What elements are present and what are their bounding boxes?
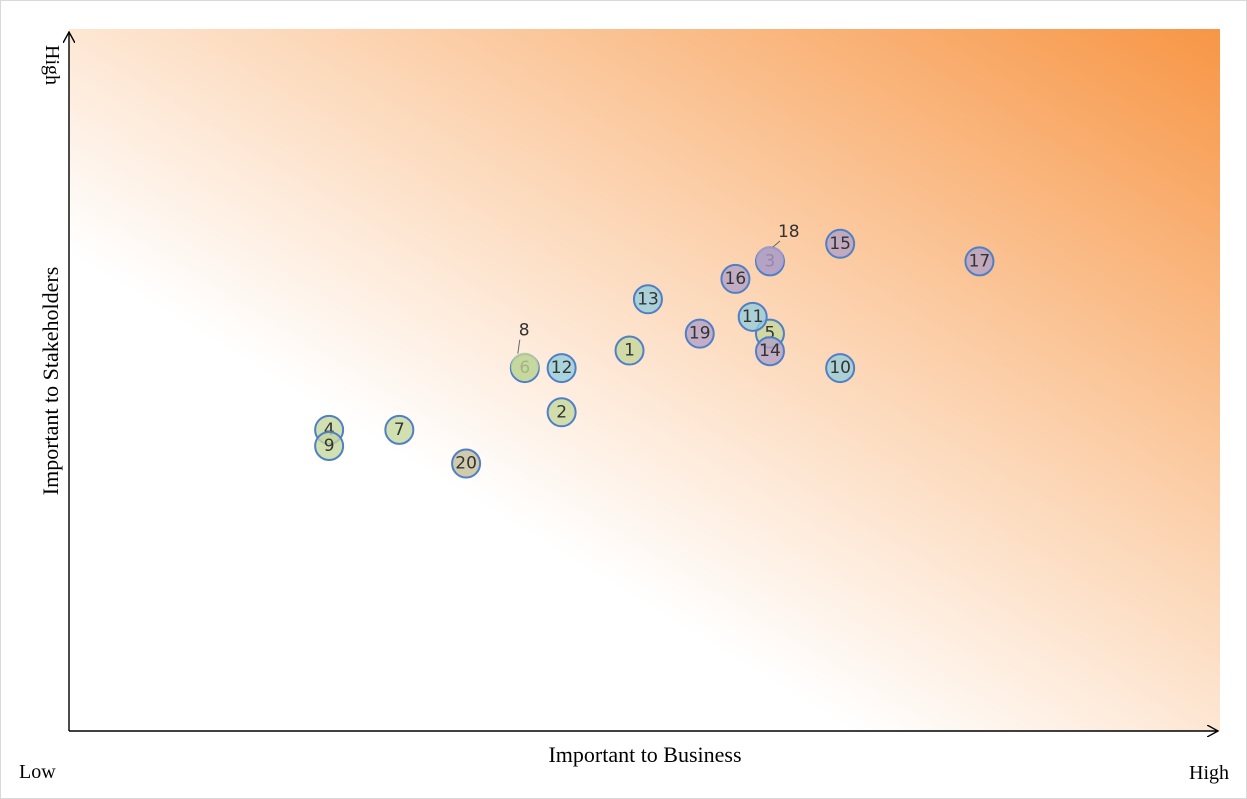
y-axis-high-label: High — [41, 45, 63, 85]
leader-line-8 — [517, 339, 521, 354]
data-point-14: 14 — [754, 336, 785, 367]
point-marker-19 — [684, 318, 715, 349]
point-label-17: 17 — [969, 251, 991, 271]
data-point-9: 9 — [314, 430, 345, 461]
points-layer: 1234567910111213141516171920818 — [314, 222, 995, 479]
point-label-10: 10 — [829, 358, 851, 378]
data-point-7: 7 — [384, 414, 415, 445]
point-marker-8 — [510, 352, 539, 381]
point-marker-17 — [964, 246, 995, 277]
data-point-16: 16 — [720, 263, 751, 294]
point-label-18: 18 — [778, 222, 800, 242]
x-axis-high-label: High — [1189, 762, 1229, 784]
x-axis-title: Important to Business — [548, 742, 741, 767]
point-label-2: 2 — [556, 402, 567, 422]
data-point-11: 11 — [737, 301, 768, 332]
data-point-15: 15 — [825, 228, 856, 259]
data-point-19: 19 — [684, 318, 715, 349]
point-label-7: 7 — [394, 420, 405, 440]
point-marker-9 — [314, 430, 345, 461]
point-marker-2 — [546, 397, 577, 428]
data-point-12: 12 — [546, 353, 577, 384]
point-label-4: 4 — [324, 420, 335, 440]
point-marker-13 — [632, 284, 663, 315]
data-point-8: 8 — [510, 321, 539, 381]
point-marker-11 — [737, 301, 768, 332]
point-marker-12 — [546, 353, 577, 384]
point-marker-7 — [384, 414, 415, 445]
point-label-12: 12 — [551, 358, 573, 378]
point-marker-10 — [825, 353, 856, 384]
data-point-2: 2 — [546, 397, 577, 428]
data-point-1: 1 — [614, 335, 645, 366]
point-marker-18 — [755, 245, 784, 274]
point-label-11: 11 — [742, 307, 764, 327]
point-label-13: 13 — [637, 289, 659, 309]
point-label-5: 5 — [765, 324, 776, 344]
x-axis-low-label: Low — [19, 761, 56, 783]
data-point-20: 20 — [451, 448, 482, 479]
point-label-1: 1 — [624, 341, 635, 361]
data-point-17: 17 — [964, 246, 995, 277]
point-marker-16 — [720, 263, 751, 294]
point-marker-1 — [614, 335, 645, 366]
data-point-10: 10 — [825, 353, 856, 384]
point-marker-20 — [451, 448, 482, 479]
point-marker-14 — [754, 336, 785, 367]
data-point-18: 18 — [755, 222, 800, 274]
leader-line-18 — [772, 240, 781, 248]
point-label-9: 9 — [324, 436, 335, 456]
point-label-8: 8 — [519, 321, 530, 341]
point-label-20: 20 — [455, 454, 477, 474]
y-axis-title: Important to Stakeholders — [38, 267, 63, 496]
point-label-16: 16 — [725, 269, 747, 289]
point-label-15: 15 — [829, 234, 851, 254]
point-marker-15 — [825, 228, 856, 259]
point-label-19: 19 — [689, 324, 711, 344]
data-point-13: 13 — [632, 284, 663, 315]
point-label-14: 14 — [759, 341, 781, 361]
plot-background — [69, 29, 1220, 731]
